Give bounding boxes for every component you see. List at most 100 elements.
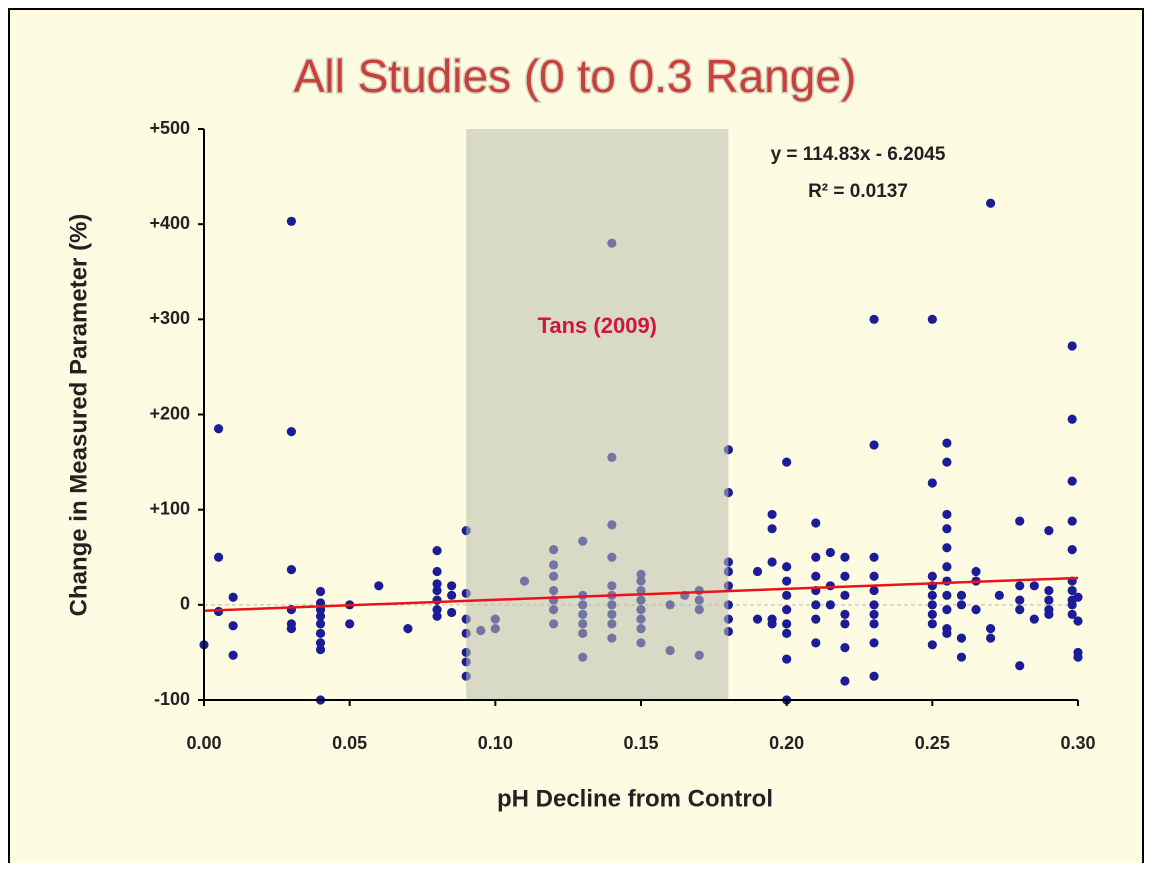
point [942,628,952,638]
point [767,619,777,629]
point [286,427,296,437]
point [942,509,952,520]
point [869,585,879,596]
point [927,314,937,324]
point [228,592,238,602]
point [927,478,937,488]
point [782,604,792,615]
point [927,571,937,581]
point [956,600,967,610]
region-label: Tans (2009) [538,313,657,338]
x-tick-label: 0.00 [186,733,221,753]
x-tick-label: 0.15 [623,733,658,753]
point [840,590,850,600]
point [1044,595,1054,605]
point [286,624,296,634]
point [286,565,296,575]
point [869,609,879,619]
point [782,654,792,664]
point [315,619,326,629]
point [782,590,792,600]
point [1044,609,1054,619]
point [447,590,457,600]
trend-equation: y = 114.83x - 6.2045 [771,144,946,165]
x-tick-label: 0.25 [915,733,950,753]
point [432,611,442,621]
point [228,621,238,631]
point [869,314,879,324]
y-tick-label: -100 [154,689,190,709]
point [1067,545,1077,555]
point [1073,592,1083,602]
point [971,566,981,577]
point [213,424,224,434]
point [782,628,792,638]
point [1015,604,1025,615]
point [840,571,850,581]
point [1029,614,1039,624]
x-tick-label: 0.05 [332,733,367,753]
point [942,576,952,586]
point [942,543,952,553]
point [1067,476,1077,486]
point [782,576,792,586]
point [942,590,952,600]
point [228,650,238,660]
point [927,609,937,619]
point [927,590,937,600]
x-tick-label: 0.10 [478,733,513,753]
point [1067,600,1077,610]
point [942,604,952,615]
point [811,518,821,528]
point [942,562,952,572]
point [1015,595,1025,605]
point [986,198,996,208]
point [811,571,821,581]
point [840,643,850,653]
point [782,562,792,572]
point [956,590,967,600]
point [1067,414,1077,424]
point [825,581,835,591]
point [927,600,937,610]
point [315,628,326,638]
point [869,440,879,450]
point [869,552,879,562]
point [869,671,879,681]
point [374,581,384,591]
point [315,638,326,648]
point [986,633,996,643]
point [1015,581,1025,591]
point [840,609,850,619]
x-tick-label: 0.20 [769,733,804,753]
x-axis-label: pH Decline from Control [497,785,773,812]
point [1067,341,1077,351]
point [1015,516,1025,526]
point [286,216,296,226]
y-tick-label: 0 [180,594,190,614]
point [782,619,792,629]
point [971,604,981,615]
point [942,457,952,467]
y-tick-label: +300 [149,308,190,328]
point [1044,526,1054,536]
point [811,614,821,624]
point [840,619,850,629]
point [1073,616,1083,626]
point [767,524,777,534]
point [752,566,763,577]
point [432,566,442,577]
point [213,552,224,562]
point [1044,585,1054,596]
point [942,524,952,534]
point [767,509,777,520]
y-tick-label: +100 [149,498,190,518]
point [315,644,326,655]
shaded-region [466,129,729,700]
point [432,545,442,556]
chart-title: All Studies (0 to 0.3 Range) [294,50,857,102]
point [1073,652,1083,662]
point [927,619,937,629]
point [811,552,821,562]
